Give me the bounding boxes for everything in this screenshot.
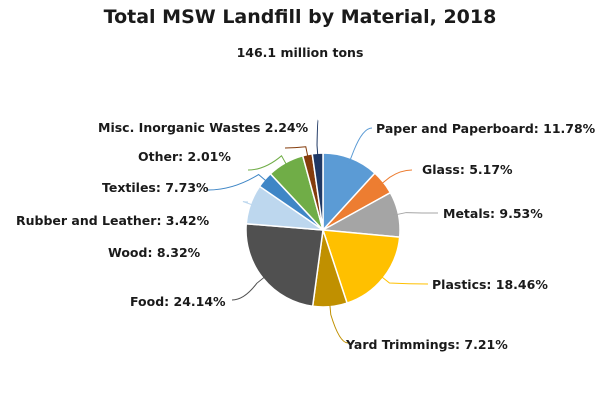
label-textiles: Textiles: 7.73%	[102, 180, 209, 195]
label-glass: Glass: 5.17%	[422, 162, 513, 177]
label-misc-inorganic: Misc. Inorganic Wastes 2.24%	[98, 120, 309, 135]
leader-line-textiles	[247, 155, 289, 171]
label-metals: Metals: 9.53%	[443, 206, 543, 221]
leader-line-glass	[378, 169, 413, 187]
label-paper: Paper and Paperboard: 11.78%	[376, 121, 596, 136]
leader-line-wood	[242, 201, 257, 207]
chart-subtitle: 146.1 million tons	[236, 45, 364, 60]
leader-line-plastics	[378, 273, 429, 285]
slice-food	[245, 222, 324, 308]
chart-title: Total MSW Landfill by Material, 2018	[103, 6, 497, 28]
label-other: Other: 2.01%	[138, 149, 231, 164]
leader-line-paper	[348, 127, 373, 164]
leader-line-rubber-leather	[207, 173, 270, 191]
label-yard-trimmings: Yard Trimmings: 7.21%	[346, 337, 508, 352]
leader-line-metals	[392, 212, 439, 216]
leader-line-yard-trimmings	[329, 300, 349, 344]
leader-line-misc-inorganic	[316, 119, 319, 160]
leader-line-other	[284, 146, 310, 161]
label-rubber-leather: Rubber and Leather: 3.42%	[16, 213, 210, 228]
label-food: Food: 24.14%	[130, 294, 226, 309]
label-plastics: Plastics: 18.46%	[432, 277, 548, 292]
leader-line-food	[231, 274, 269, 301]
label-wood: Wood: 8.32%	[108, 245, 201, 260]
